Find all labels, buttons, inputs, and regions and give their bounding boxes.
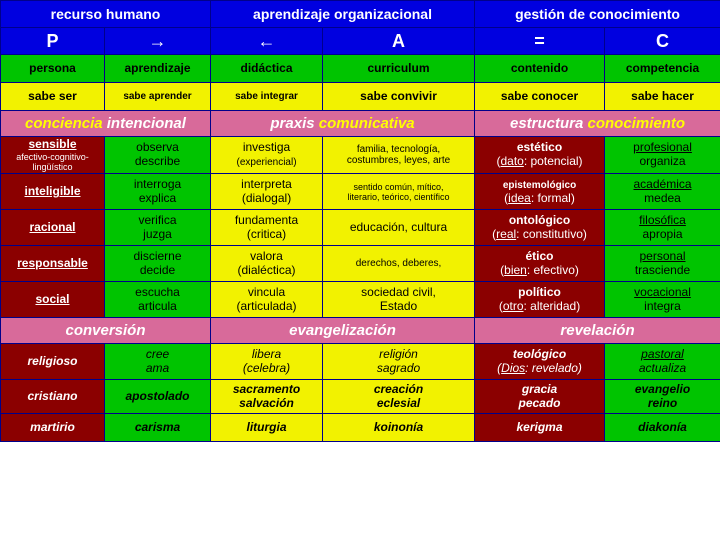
cell-apostolado: apostolado [105,380,211,414]
cell-profesional: profesionalorganiza [605,137,720,174]
sec-conciencia: conciencia intencional [1,111,211,137]
cell-gracia: graciapecado [475,380,605,414]
row-cristiano: cristiano apostolado sacramentosalvación… [1,380,720,414]
hdr-c: C [605,28,720,55]
header-row-2: P → ← A = C [1,28,720,55]
cell-politico: político(otro: alteridad) [475,282,605,318]
cell-sabe-convivir: sabe convivir [323,83,475,111]
cell-cristiano: cristiano [1,380,105,414]
sec-revelacion: revelación [475,318,720,344]
knowledge-matrix-table: recurso humano aprendizaje organizaciona… [0,0,720,442]
cell-koinonia: koinonía [323,414,475,442]
cell-verifica: verificajuzga [105,210,211,246]
cell-escucha: escuchaarticula [105,282,211,318]
cell-responsable: responsable [1,246,105,282]
cell-kerigma: kerigma [475,414,605,442]
row-inteligible: inteligible interrogaexplica interpreta(… [1,174,720,210]
cell-inteligible: inteligible [1,174,105,210]
hdr-eq: = [475,28,605,55]
row-sabe: sabe ser sabe aprender sabe integrar sab… [1,83,720,111]
cell-ontologico: ontológico(real: constitutivo) [475,210,605,246]
cell-estetico: estético(dato: potencial) [475,137,605,174]
cell-sabe-aprender: sabe aprender [105,83,211,111]
cell-persona: persona [1,55,105,83]
row-racional: racional verificajuzga fundamenta(critic… [1,210,720,246]
cell-sabe-integrar: sabe integrar [211,83,323,111]
row-religioso: religioso creeama libera(celebra) religi… [1,344,720,380]
row-responsable: responsable disciernedecide valora(dialé… [1,246,720,282]
cell-pastoral: pastoralactualiza [605,344,720,380]
cell-observa: observadescribe [105,137,211,174]
cell-valora: valora(dialéctica) [211,246,323,282]
cell-interroga: interrogaexplica [105,174,211,210]
cell-interpreta: interpreta(dialogal) [211,174,323,210]
section-row-1: conciencia intencional praxis comunicati… [1,111,720,137]
sec-estructura: estructura conocimiento [475,111,720,137]
cell-diakonia: diakonía [605,414,720,442]
hdr-gestion: gestión de conocimiento [475,1,720,28]
cell-sabe-ser: sabe ser [1,83,105,111]
cell-vincula: vincula(articulada) [211,282,323,318]
cell-investiga: investiga(experiencial) [211,137,323,174]
cell-competencia: competencia [605,55,720,83]
sec-evangelizacion: evangelización [211,318,475,344]
cell-martirio: martirio [1,414,105,442]
cell-etico: ético(bien: efectivo) [475,246,605,282]
cell-social: social [1,282,105,318]
section-row-2: conversión evangelización revelación [1,318,720,344]
cell-religion: religiónsagrado [323,344,475,380]
cell-liturgia: liturgia [211,414,323,442]
cell-curriculum: curriculum [323,55,475,83]
cell-sabe-hacer: sabe hacer [605,83,720,111]
hdr-a: A [323,28,475,55]
hdr-arr-r: → [105,28,211,55]
cell-derechos: derechos, deberes, [323,246,475,282]
header-row-1: recurso humano aprendizaje organizaciona… [1,1,720,28]
cell-sacramento: sacramentosalvación [211,380,323,414]
cell-carisma: carisma [105,414,211,442]
cell-discierne: disciernedecide [105,246,211,282]
cell-sensible: sensibleafectivo-cognitivo-lingüístico [1,137,105,174]
cell-evangelio: evangelioreino [605,380,720,414]
row-persona: persona aprendizaje didáctica curriculum… [1,55,720,83]
cell-educacion: educación, cultura [323,210,475,246]
row-social: social escuchaarticula vincula(articulad… [1,282,720,318]
sec-praxis: praxis comunicativa [211,111,475,137]
cell-familia: familia, tecnología,costumbres, leyes, a… [323,137,475,174]
cell-didactica: didáctica [211,55,323,83]
cell-sociedad: sociedad civil,Estado [323,282,475,318]
cell-creacion: creacióneclesial [323,380,475,414]
sec-conversion: conversión [1,318,211,344]
hdr-arr-l: ← [211,28,323,55]
cell-libera: libera(celebra) [211,344,323,380]
cell-academica: académicamedea [605,174,720,210]
cell-racional: racional [1,210,105,246]
row-martirio: martirio carisma liturgia koinonía kerig… [1,414,720,442]
cell-religioso: religioso [1,344,105,380]
cell-aprendizaje: aprendizaje [105,55,211,83]
cell-contenido: contenido [475,55,605,83]
cell-epistemologico: epistemológico(idea: formal) [475,174,605,210]
cell-sentido: sentido común, mítico,literario, teórico… [323,174,475,210]
cell-personal: personaltrasciende [605,246,720,282]
hdr-recurso: recurso humano [1,1,211,28]
hdr-p: P [1,28,105,55]
hdr-aprendizaje: aprendizaje organizacional [211,1,475,28]
cell-cree: creeama [105,344,211,380]
cell-sabe-conocer: sabe conocer [475,83,605,111]
cell-fundamenta: fundamenta(critica) [211,210,323,246]
cell-teologico: teológico(Dios: revelado) [475,344,605,380]
row-sensible: sensibleafectivo-cognitivo-lingüístico o… [1,137,720,174]
cell-filosofica: filosóficaapropia [605,210,720,246]
cell-vocacional: vocacionalintegra [605,282,720,318]
